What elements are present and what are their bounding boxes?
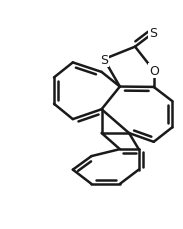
Text: O: O (149, 65, 159, 78)
Text: S: S (100, 53, 108, 66)
Text: S: S (149, 27, 157, 40)
